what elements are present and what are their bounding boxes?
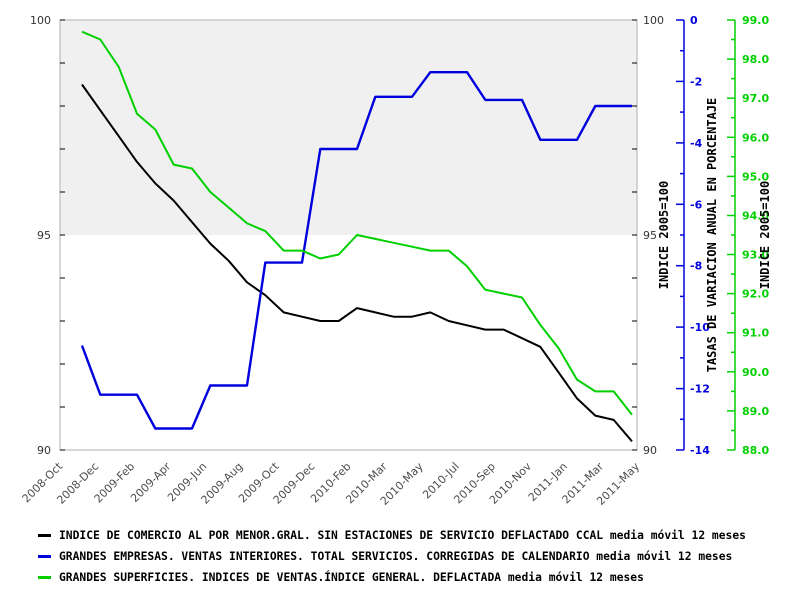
left-axis-tick-label: 95 (37, 229, 51, 242)
blue-axis-tick-label: -12 (690, 383, 710, 396)
legend-swatch-black (38, 534, 51, 537)
legend-label: GRANDES EMPRESAS. VENTAS INTERIORES. TOT… (59, 550, 733, 563)
chart-canvas: 100 100 95 95 90 90 0 -2 -4 -6 -8 -10 -12 -14 99.0 98.0… (20, 14, 772, 508)
legend-label: INDICE DE COMERCIO AL POR MENOR.GRAL. SI… (59, 529, 746, 542)
green-axis-tick-label: 92.0 (742, 288, 769, 301)
right-axis-tick-label: 90 (643, 444, 657, 457)
green-axis-tick-label: 91.0 (742, 327, 769, 340)
blue-axis-tick-label: -14 (690, 444, 710, 457)
green-axis-tick-label: 98.0 (742, 53, 769, 66)
blue-axis-tick-label: -6 (690, 198, 703, 211)
legend-item-grandes-empresas: GRANDES EMPRESAS. VENTAS INTERIORES. TOT… (38, 546, 798, 567)
green-axis-tick-label: 94.0 (742, 209, 769, 222)
series-line-grandes-superficies (81, 30, 633, 416)
green-axis-tick-label: 89.0 (742, 405, 769, 418)
right-axis-tick-label: 100 (643, 14, 664, 27)
blue-axis-tick-label: -10 (690, 321, 710, 334)
series-line-grandes-empresas (80, 70, 632, 430)
legend: INDICE DE COMERCIO AL POR MENOR.GRAL. SI… (38, 525, 798, 588)
blue-axis-title: TASAS DE VARIACION ANUAL EN PORCENTAJE (705, 98, 719, 373)
green-axis-tick-label: 90.0 (742, 366, 769, 379)
green-axis-tick-label: 93.0 (742, 249, 769, 262)
green-axis-tick-label: 97.0 (742, 92, 769, 105)
right-axis-title: INDICE 2005=100 (657, 181, 671, 289)
legend-swatch-green (38, 576, 51, 579)
legend-label: GRANDES SUPERFICIES. INDICES DE VENTAS.Í… (59, 571, 644, 584)
green-axis-title: INDICE 2005=100 (758, 181, 772, 289)
green-axis-tick-label: 88.0 (742, 444, 769, 457)
blue-axis-tick-label: -4 (690, 137, 703, 150)
blue-axis-tick-label: 0 (690, 14, 698, 27)
legend-item-grandes-superficies: GRANDES SUPERFICIES. INDICES DE VENTAS.Í… (38, 567, 798, 588)
green-axis-tick-label: 99.0 (742, 14, 769, 27)
blue-axis-tick-label: -2 (690, 75, 702, 88)
legend-item-comercio-menor: INDICE DE COMERCIO AL POR MENOR.GRAL. SI… (38, 525, 798, 546)
left-axis-tick-label: 90 (37, 444, 51, 457)
right-axis-tick-label: 95 (643, 229, 657, 242)
shaded-band-95-100 (60, 20, 637, 235)
left-axis-tick-label: 100 (30, 14, 51, 27)
legend-swatch-blue (38, 555, 51, 558)
green-axis-tick-label: 96.0 (742, 131, 769, 144)
green-axis-tick-label: 95.0 (742, 170, 769, 183)
blue-axis-tick-label: -8 (690, 260, 702, 273)
series-line-comercio-menor (81, 83, 633, 443)
